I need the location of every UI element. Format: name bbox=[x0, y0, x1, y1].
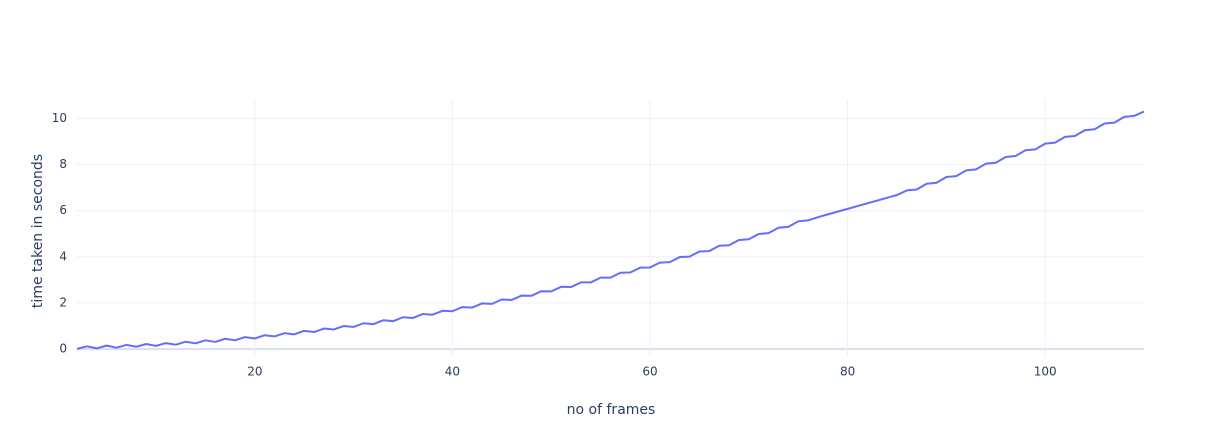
y-tick-label: 0 bbox=[59, 342, 67, 356]
x-tick-label: 20 bbox=[247, 365, 262, 379]
y-tick-label: 4 bbox=[59, 249, 67, 263]
y-tick-label: 2 bbox=[59, 295, 67, 309]
y-tick-label: 10 bbox=[52, 111, 67, 125]
x-tick-label: 100 bbox=[1034, 365, 1057, 379]
y-tick-label: 6 bbox=[59, 203, 67, 217]
data-line bbox=[76, 110, 1145, 350]
y-axis-title: time taken in seconds bbox=[30, 154, 46, 308]
y-tick-label: 8 bbox=[59, 157, 67, 171]
x-tick-label: 80 bbox=[840, 365, 855, 379]
x-tick-label: 40 bbox=[445, 365, 460, 379]
x-tick-label: 60 bbox=[642, 365, 657, 379]
x-axis-title: no of frames bbox=[567, 402, 656, 418]
